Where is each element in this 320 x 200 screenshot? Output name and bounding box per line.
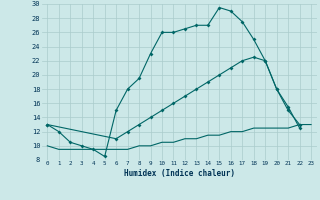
X-axis label: Humidex (Indice chaleur): Humidex (Indice chaleur) [124, 169, 235, 178]
